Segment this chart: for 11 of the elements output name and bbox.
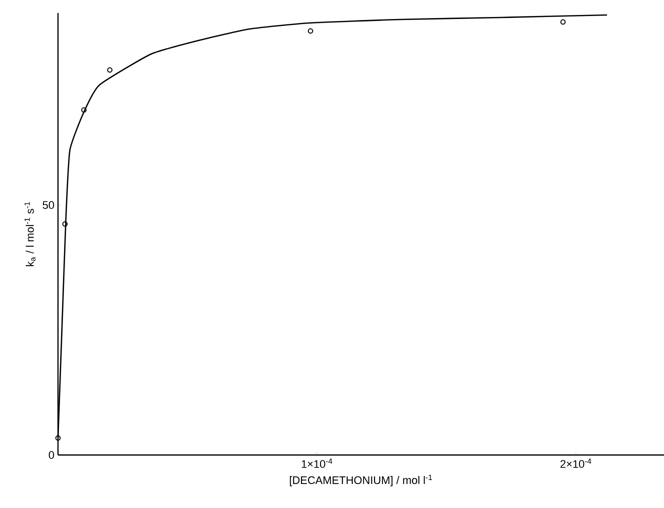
point <box>560 19 566 25</box>
y-tick-label: 50 <box>42 201 54 209</box>
point <box>107 67 112 73</box>
x-tick-label: 1×10$^{-4}$ <box>302 458 332 468</box>
point <box>81 107 87 113</box>
point <box>308 28 314 34</box>
x-axis-title: [DECAMETHONIUM] / mol l$^{-1}$ <box>290 474 432 486</box>
point <box>62 221 68 227</box>
x-tick-label: 2×10$^{-4}$ <box>560 458 592 468</box>
y-axis-title: k$_{a}$ / l mol$^{-1}$ s$^{-1}$ <box>24 202 36 266</box>
y-tick-label: 0 <box>48 451 54 459</box>
